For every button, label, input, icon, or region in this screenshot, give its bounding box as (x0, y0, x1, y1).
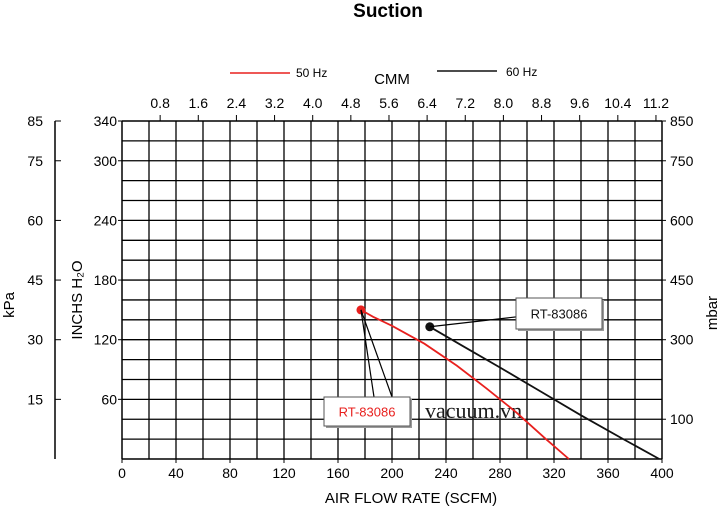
kpa-tick-label: 75 (27, 153, 43, 169)
x-tick-label: 0 (118, 465, 126, 481)
x-tick-label: 240 (434, 465, 458, 481)
mbar-tick-label: 750 (670, 153, 694, 169)
x2-tick-label: 1.6 (189, 95, 209, 111)
series-line-60hz (429, 326, 660, 460)
callout-leader-line (360, 309, 393, 398)
x2-tick-label: 9.6 (570, 95, 590, 111)
series-line-50hz (360, 309, 570, 460)
mbar-tick-label: 300 (670, 332, 694, 348)
mbar-tick-label: 850 (670, 113, 694, 129)
x2-tick-label: 10.4 (604, 95, 631, 111)
x2-tick-label: 6.4 (417, 95, 437, 111)
mbar-axis-label: mbar (704, 296, 720, 330)
x-tick-label: 160 (326, 465, 350, 481)
x-tick-label: 40 (168, 465, 184, 481)
x-axis-label: AIR FLOW RATE (SCFM) (325, 490, 497, 507)
x2-tick-label: 7.2 (456, 95, 476, 111)
x-tick-label: 200 (380, 465, 404, 481)
y-tick-label: 60 (101, 391, 117, 407)
x-tick-label: 120 (272, 465, 296, 481)
x2-tick-label: 0.8 (150, 95, 170, 111)
cmm-axis-label: CMM (374, 71, 410, 88)
x2-tick-label: 3.2 (265, 95, 285, 111)
x2-tick-label: 5.6 (379, 95, 399, 111)
ticks: 0 40 80 120 160 200 240 280 320 360 400 0.8 1.6 2.4 3.… (27, 95, 693, 481)
callout-label: RT-83086 (531, 307, 588, 322)
kpa-tick-label: 30 (27, 332, 43, 348)
legend-label-50hz: 50 Hz (296, 66, 327, 80)
x-tick-label: 360 (596, 465, 620, 481)
x-tick-label: 80 (222, 465, 238, 481)
kpa-tick-label: 45 (27, 272, 43, 288)
callout-box (515, 297, 603, 330)
x-tick-label: 320 (542, 465, 566, 481)
x-tick-label: 400 (650, 465, 674, 481)
y-tick-label: 180 (94, 272, 118, 288)
mbar-tick-label: 100 (670, 411, 694, 427)
callout-leader-line (360, 309, 375, 398)
x2-tick-label: 11.2 (643, 95, 669, 111)
callouts: RT-83086 RT-83086 (323, 297, 604, 428)
callout-leader-line (429, 315, 525, 328)
y-tick-label: 340 (94, 113, 118, 129)
mbar-tick-label: 450 (670, 272, 694, 288)
series (356, 305, 660, 460)
kpa-tick-label: 15 (27, 391, 43, 407)
y-tick-label: 300 (94, 153, 118, 169)
x2-tick-label: 8.8 (532, 95, 552, 111)
callout-box (323, 396, 411, 427)
x2-tick-label: 4.8 (341, 95, 361, 111)
x2-tick-label: 4.0 (303, 95, 323, 111)
legend: 50 Hz 60 Hz (230, 65, 537, 80)
x2-tick-label: 8.0 (494, 95, 514, 111)
chart-title: Suction (353, 1, 423, 22)
callout-label: RT-83086 (339, 405, 396, 420)
kpa-axis-label: kPa (1, 291, 18, 318)
y-tick-label: 240 (94, 212, 118, 228)
x2-tick-label: 2.4 (227, 95, 247, 111)
legend-label-60hz: 60 Hz (506, 65, 537, 79)
inches-h2o-axis-label: INCHS H₂O (69, 260, 86, 339)
kpa-tick-label: 85 (27, 113, 43, 129)
y-tick-label: 120 (94, 332, 118, 348)
mbar-tick-label: 600 (670, 212, 694, 228)
x-tick-label: 280 (488, 465, 512, 481)
kpa-tick-label: 60 (27, 212, 43, 228)
